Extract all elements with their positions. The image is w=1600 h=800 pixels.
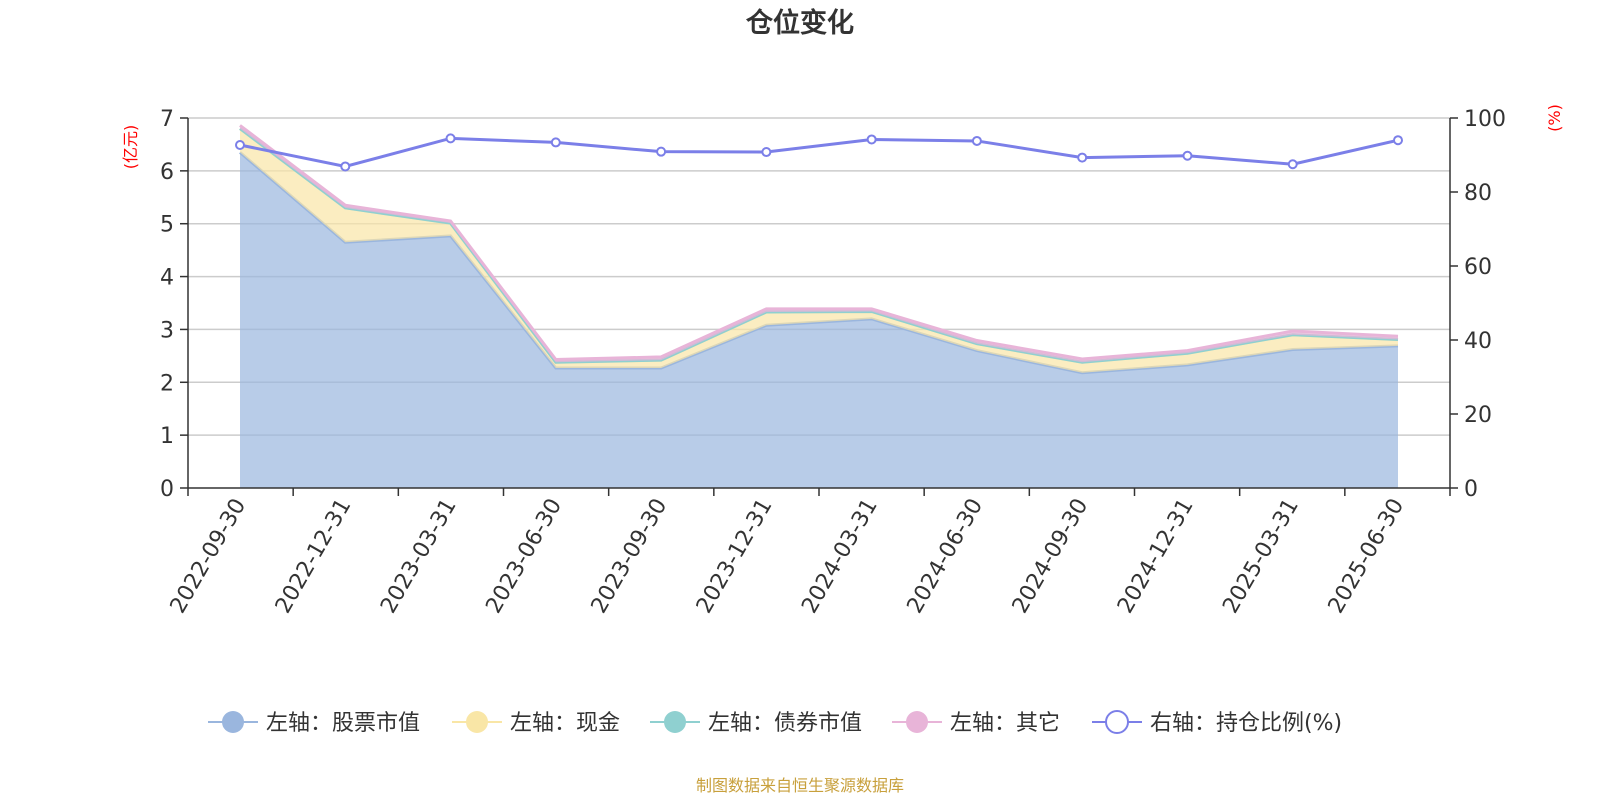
right-tick-label: 0 (1464, 477, 1478, 502)
left-tick-label: 0 (160, 477, 174, 502)
ratio-point (235, 140, 245, 151)
ratio-point (971, 135, 982, 146)
x-tick-label: 2024-03-31 (797, 495, 883, 618)
x-tick-label: 2023-09-30 (587, 495, 673, 618)
legend-item-3: 左轴：债券市值 (650, 711, 862, 736)
ratio-point (866, 134, 877, 145)
area-1 (240, 152, 1398, 488)
ratio-point (550, 137, 561, 148)
legend-item-5: 右轴：持仓比例(%) (1092, 710, 1342, 736)
ratio-point (1182, 150, 1193, 161)
ratio-point (656, 146, 667, 157)
legend-label: 左轴：其它 (950, 711, 1060, 736)
left-tick-label: 7 (160, 107, 174, 132)
left-tick-label: 1 (160, 424, 174, 449)
legend-marker (466, 711, 488, 733)
ratio-line (235, 133, 1403, 172)
left-tick-label: 2 (160, 371, 174, 396)
ratio-line-path (239, 136, 1399, 169)
x-tick-label: 2023-12-31 (692, 495, 778, 618)
x-tick-label: 2024-06-30 (903, 495, 989, 618)
ratio-point (445, 133, 456, 144)
x-tick-label: 2024-12-31 (1113, 495, 1199, 618)
legend-label: 右轴：持仓比例(%) (1150, 711, 1342, 736)
legend-item-4: 左轴：其它 (892, 711, 1060, 736)
legend-label: 左轴：股票市值 (266, 711, 420, 736)
ratio-point (1287, 159, 1298, 170)
area-2 (240, 128, 1398, 373)
right-tick-label: 100 (1464, 107, 1506, 132)
ratio-point (340, 161, 351, 172)
left-tick-label: 5 (160, 213, 174, 238)
x-tick-label: 2025-03-31 (1218, 495, 1304, 618)
right-axis-unit: (%) (1545, 104, 1564, 132)
legend-label: 左轴：债券市值 (708, 711, 862, 736)
x-tick-label: 2023-06-30 (481, 495, 567, 618)
x-tick-label: 2022-12-31 (271, 495, 357, 618)
legend-item-1: 左轴：股票市值 (208, 711, 420, 736)
right-tick-label: 40 (1464, 329, 1492, 354)
ratio-point (761, 147, 772, 158)
x-tick-label: 2025-06-30 (1324, 495, 1410, 618)
ratio-point (1077, 152, 1088, 163)
legend-marker (1105, 710, 1129, 734)
legend-marker (906, 711, 928, 733)
right-tick-label: 20 (1464, 403, 1492, 428)
x-tick-label: 2023-03-31 (376, 494, 462, 617)
ratio-point (1393, 135, 1403, 146)
source-note: 制图数据来自恒生聚源数据库 (696, 776, 904, 795)
legend: 左轴：股票市值 左轴：现金 左轴：债券市值 左轴：其它 右轴：持仓比例(%) (208, 710, 1342, 736)
x-tick-label: 2022-09-30 (166, 495, 252, 618)
legend-marker (664, 711, 686, 733)
left-tick-label: 4 (160, 266, 174, 291)
legend-marker (222, 711, 244, 733)
legend-item-2: 左轴：现金 (452, 711, 620, 736)
right-tick-label: 80 (1464, 181, 1492, 206)
left-tick-label: 6 (160, 160, 174, 185)
right-tick-label: 60 (1464, 255, 1492, 280)
left-axis-unit: (亿元) (121, 125, 140, 170)
legend-label: 左轴：现金 (510, 711, 620, 736)
chart-title: 仓位变化 (745, 7, 854, 39)
x-tick-label: 2024-09-30 (1008, 495, 1094, 618)
left-tick-label: 3 (160, 318, 174, 343)
stacked-areas (239, 124, 1399, 488)
area-edge-4 (239, 124, 1399, 362)
